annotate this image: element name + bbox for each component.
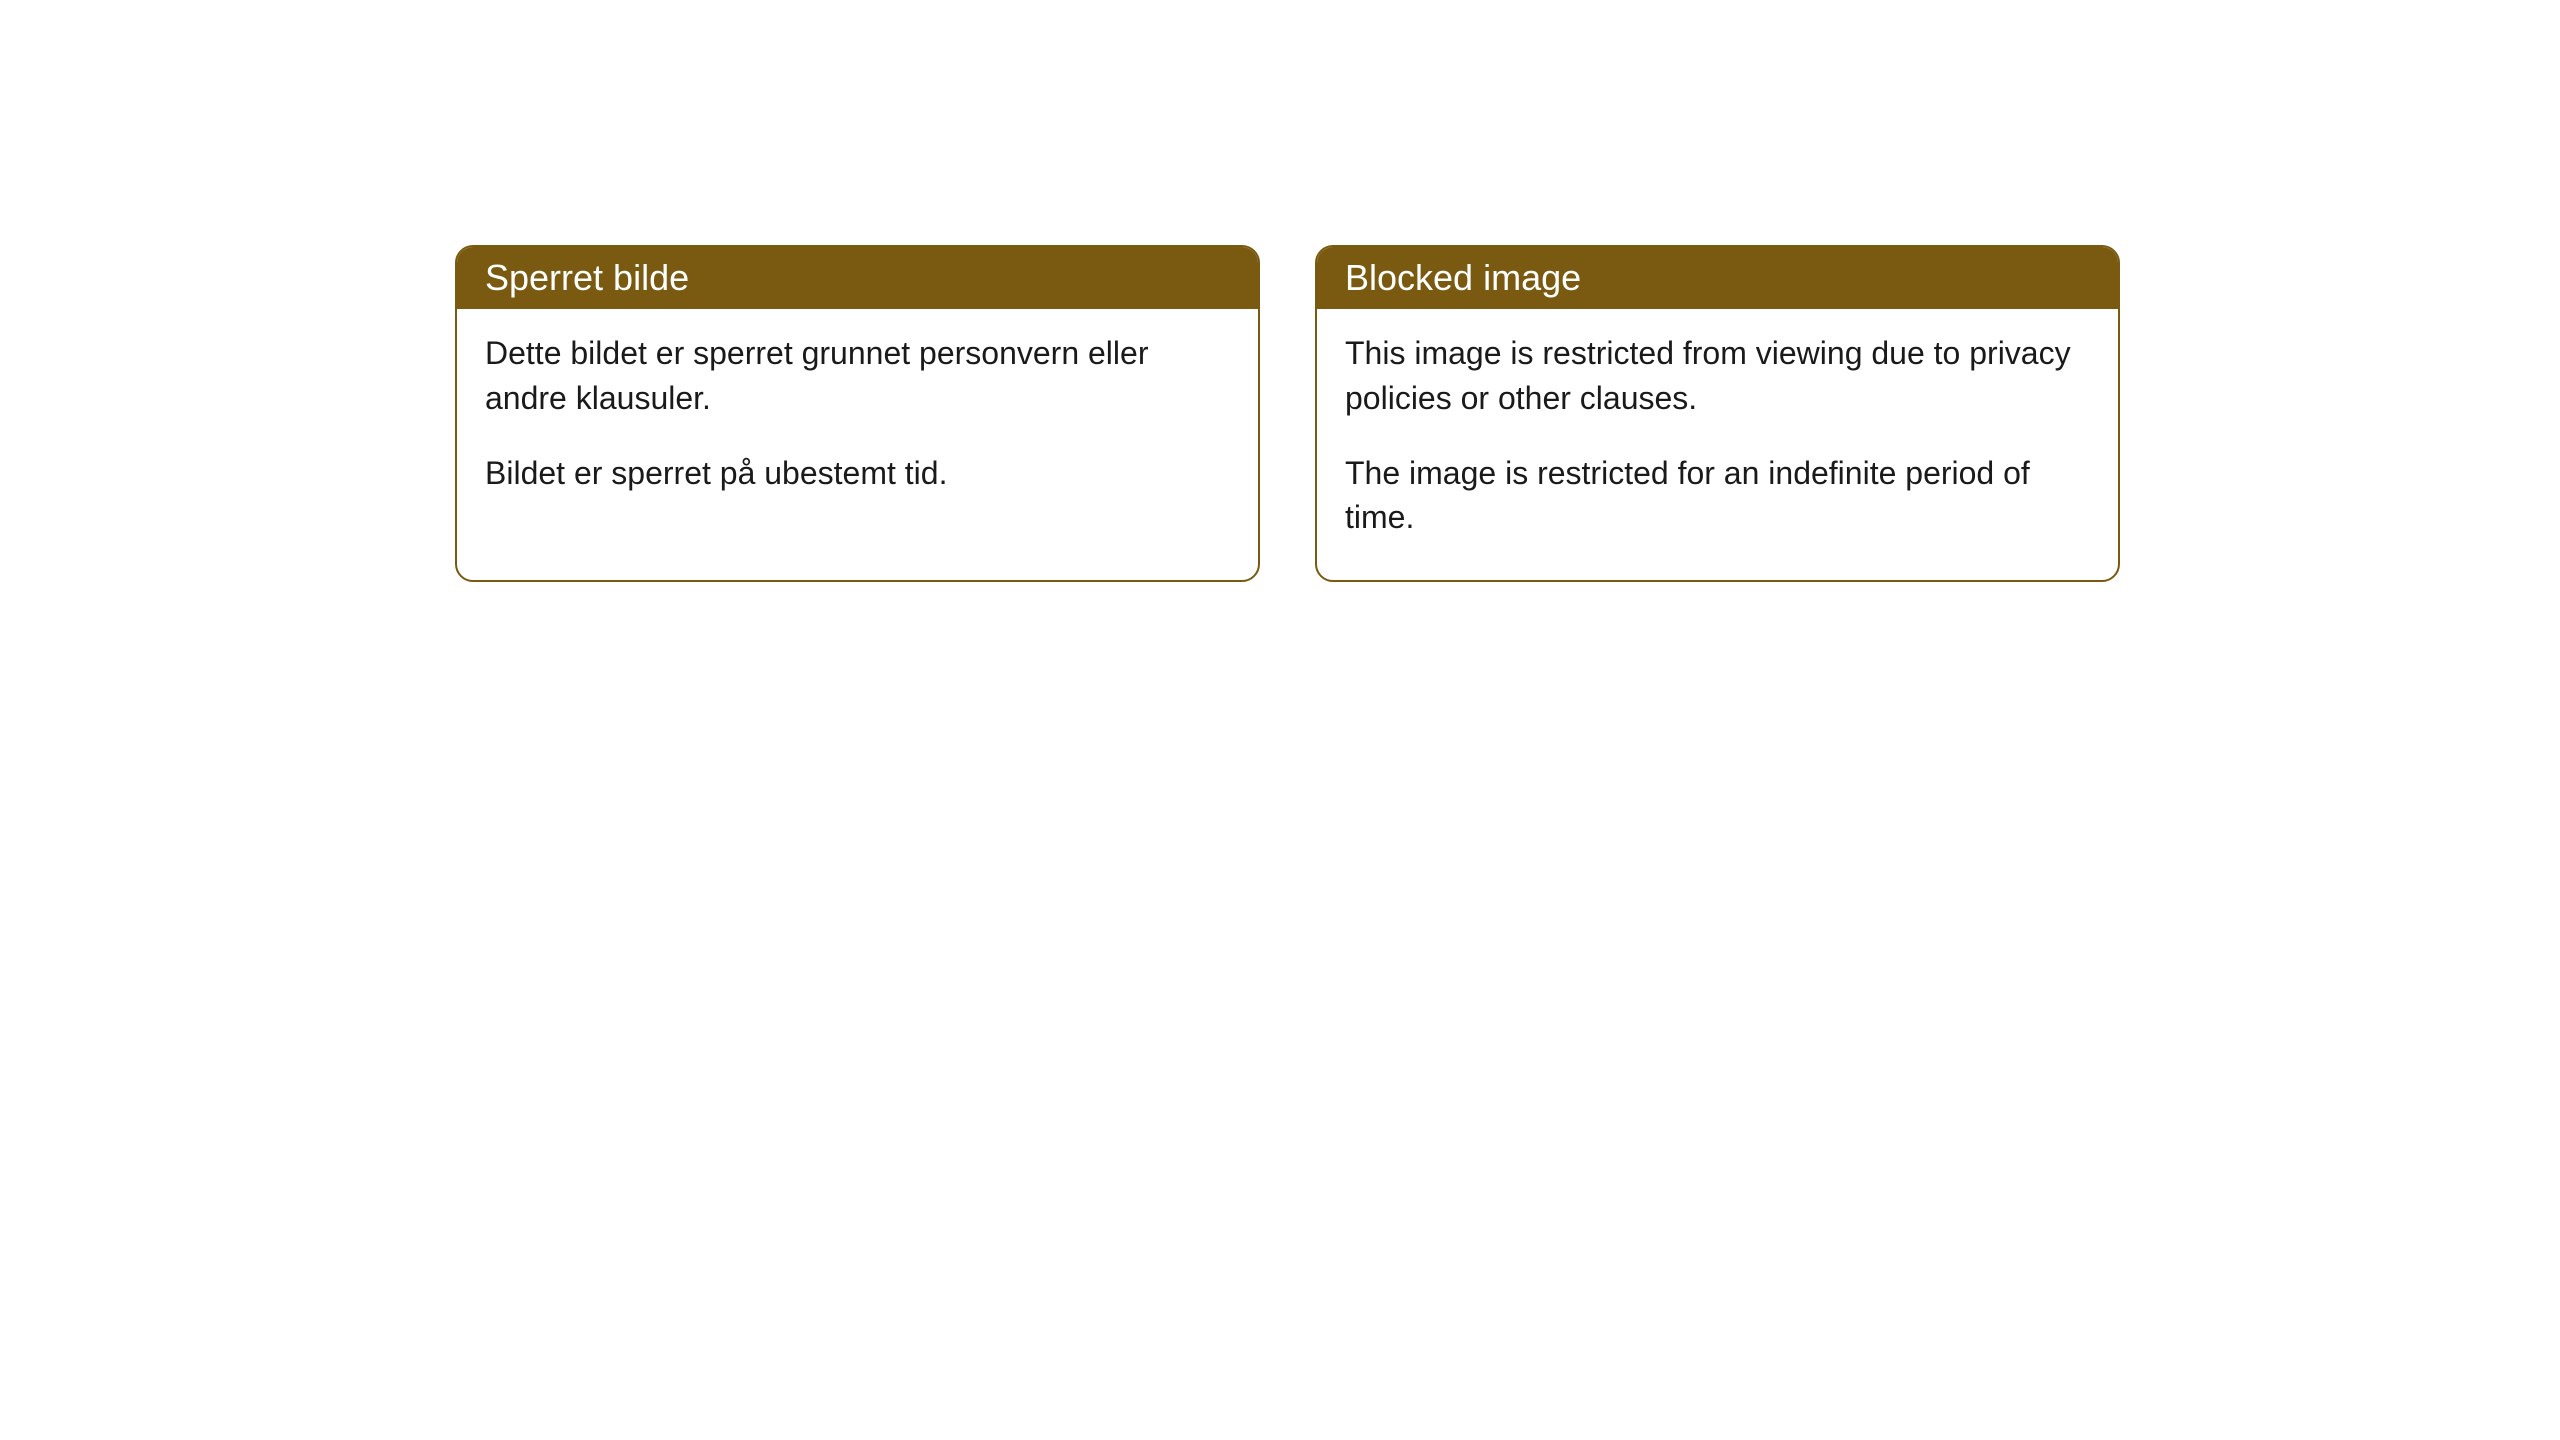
card-paragraph: This image is restricted from viewing du… <box>1345 331 2090 421</box>
card-body: Dette bildet er sperret grunnet personve… <box>457 309 1258 535</box>
card-title: Blocked image <box>1345 257 1581 298</box>
card-paragraph: Bildet er sperret på ubestemt tid. <box>485 451 1230 496</box>
card-paragraph: Dette bildet er sperret grunnet personve… <box>485 331 1230 421</box>
card-header: Sperret bilde <box>457 247 1258 309</box>
card-paragraph: The image is restricted for an indefinit… <box>1345 451 2090 541</box>
blocked-image-card-english: Blocked image This image is restricted f… <box>1315 245 2120 582</box>
card-header: Blocked image <box>1317 247 2118 309</box>
card-body: This image is restricted from viewing du… <box>1317 309 2118 580</box>
card-title: Sperret bilde <box>485 257 689 298</box>
blocked-image-card-norwegian: Sperret bilde Dette bildet er sperret gr… <box>455 245 1260 582</box>
notice-cards-container: Sperret bilde Dette bildet er sperret gr… <box>455 245 2120 582</box>
